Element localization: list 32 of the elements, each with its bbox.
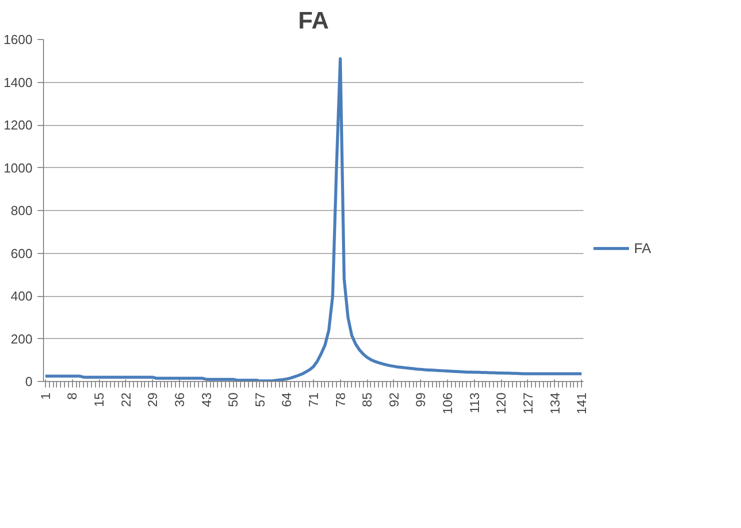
x-tick-label: 141 xyxy=(574,392,590,414)
y-tick-label: 800 xyxy=(10,203,33,218)
x-tick-label: 85 xyxy=(360,392,375,407)
x-tick-label: 78 xyxy=(332,392,348,407)
x-tick-label: 36 xyxy=(172,392,187,407)
x-tick-label: 134 xyxy=(547,392,562,414)
x-tick-label: 15 xyxy=(92,392,107,407)
x-tick-label: 71 xyxy=(306,392,321,407)
x-tick-label: 29 xyxy=(145,392,160,407)
x-tick-label: 64 xyxy=(279,392,294,407)
y-tick-label: 1200 xyxy=(4,118,32,132)
x-tick-label: 99 xyxy=(413,392,428,407)
x-tick-label: 120 xyxy=(494,392,509,414)
y-tick-label: 400 xyxy=(10,288,33,304)
x-tick-label: 43 xyxy=(198,392,214,407)
y-tick-label: 200 xyxy=(10,331,33,346)
chart-title: FA xyxy=(298,8,329,34)
y-tick-label: 1400 xyxy=(4,74,32,90)
x-tick-label: 106 xyxy=(440,392,456,414)
y-tick-label: 600 xyxy=(10,246,33,261)
x-tick-label: 50 xyxy=(226,392,241,407)
x-tick-label: 57 xyxy=(252,392,268,407)
x-tick-label: 8 xyxy=(64,392,80,400)
y-tick-label: 1000 xyxy=(4,160,32,176)
y-tick-label: 0 xyxy=(25,374,33,389)
y-tick-label: 1600 xyxy=(4,32,32,47)
x-tick-label: 113 xyxy=(466,392,482,414)
x-tick-label: 127 xyxy=(520,392,536,414)
x-tick-label: 92 xyxy=(386,392,402,407)
legend-label: FA xyxy=(634,240,652,256)
x-tick-label: 22 xyxy=(118,392,134,407)
x-tick-label: 1 xyxy=(38,392,53,400)
